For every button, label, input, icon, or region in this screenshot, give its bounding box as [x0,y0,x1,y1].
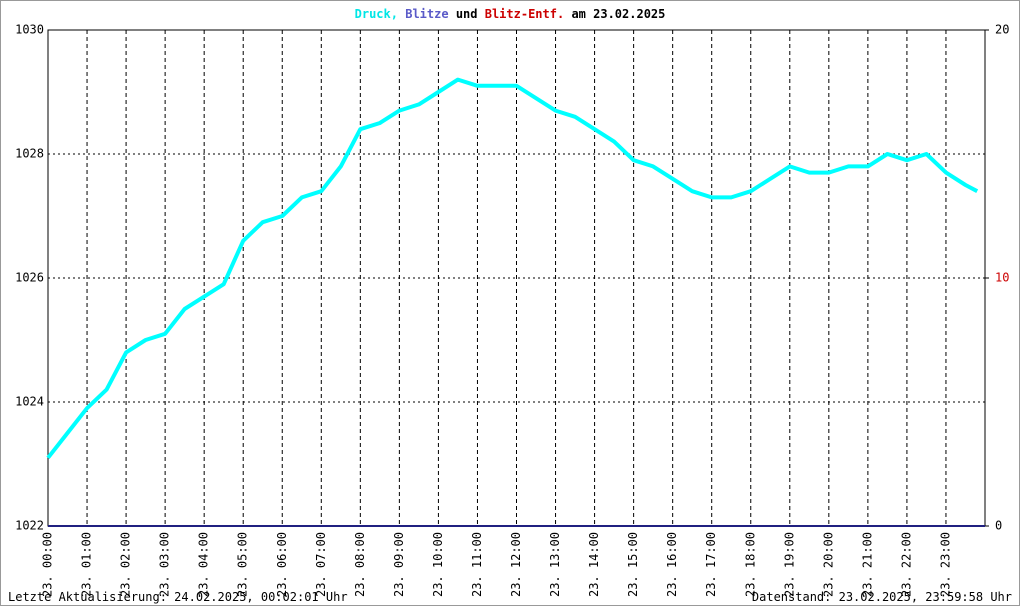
footer-left: Letzte Aktualisierung: 24.02.2025, 00:02… [8,590,348,604]
x-tick-label: 23. 09:00 [392,532,406,597]
x-tick-label: 23. 18:00 [743,532,757,597]
y2-tick-label: 0 [995,519,1002,533]
x-tick-label: 23. 00:00 [41,532,55,597]
x-tick-label: 23. 04:00 [197,532,211,597]
x-tick-label: 23. 12:00 [509,532,523,597]
title-part: Blitze [405,7,448,21]
x-tick-label: 23. 07:00 [314,532,328,597]
title-part: Blitz-Entf. [485,7,564,21]
y-tick-label: 1030 [15,23,44,37]
x-tick-label: 23. 10:00 [431,532,445,597]
x-tick-label: 23. 05:00 [236,532,250,597]
line [46,77,979,460]
x-tick-label: 23. 14:00 [587,532,601,597]
x-tick-label: 23. 17:00 [704,532,718,597]
y-tick-label: 1022 [15,519,44,533]
x-tick-label: 23. 13:00 [548,532,562,597]
x-tick-label: 23. 06:00 [275,532,289,597]
x-tick-label: 23. 11:00 [470,532,484,597]
x-tick-label: 23. 03:00 [158,532,172,597]
x-tick-label: 23. 22:00 [899,532,913,597]
title-part: am 23.02.2025 [571,7,665,21]
x-tick-label: 23. 15:00 [626,532,640,597]
chart-title: Druck, Blitze und Blitz-Entf. am 23.02.2… [355,7,666,21]
y2-tick-label: 20 [995,23,1009,37]
y2-tick-label: 10 [995,271,1009,285]
x-tick-label: 23. 23:00 [938,532,952,597]
x-tick-label: 23. 01:00 [80,532,94,597]
x-tick-label: 23. 16:00 [665,532,679,597]
x-tick-label: 23. 21:00 [860,532,874,597]
title-part: Druck, [355,7,398,21]
y-tick-label: 1026 [15,271,44,285]
x-tick-label: 23. 08:00 [353,532,367,597]
x-tick-label: 23. 19:00 [782,532,796,597]
y-tick-label: 1024 [15,395,44,409]
title-part: und [456,7,478,21]
x-tick-label: 23. 20:00 [821,532,835,597]
y-tick-label: 1028 [15,147,44,161]
x-tick-label: 23. 02:00 [119,532,133,597]
footer-right: Datenstand: 23.02.2025, 23:59:58 Uhr [752,590,1012,604]
